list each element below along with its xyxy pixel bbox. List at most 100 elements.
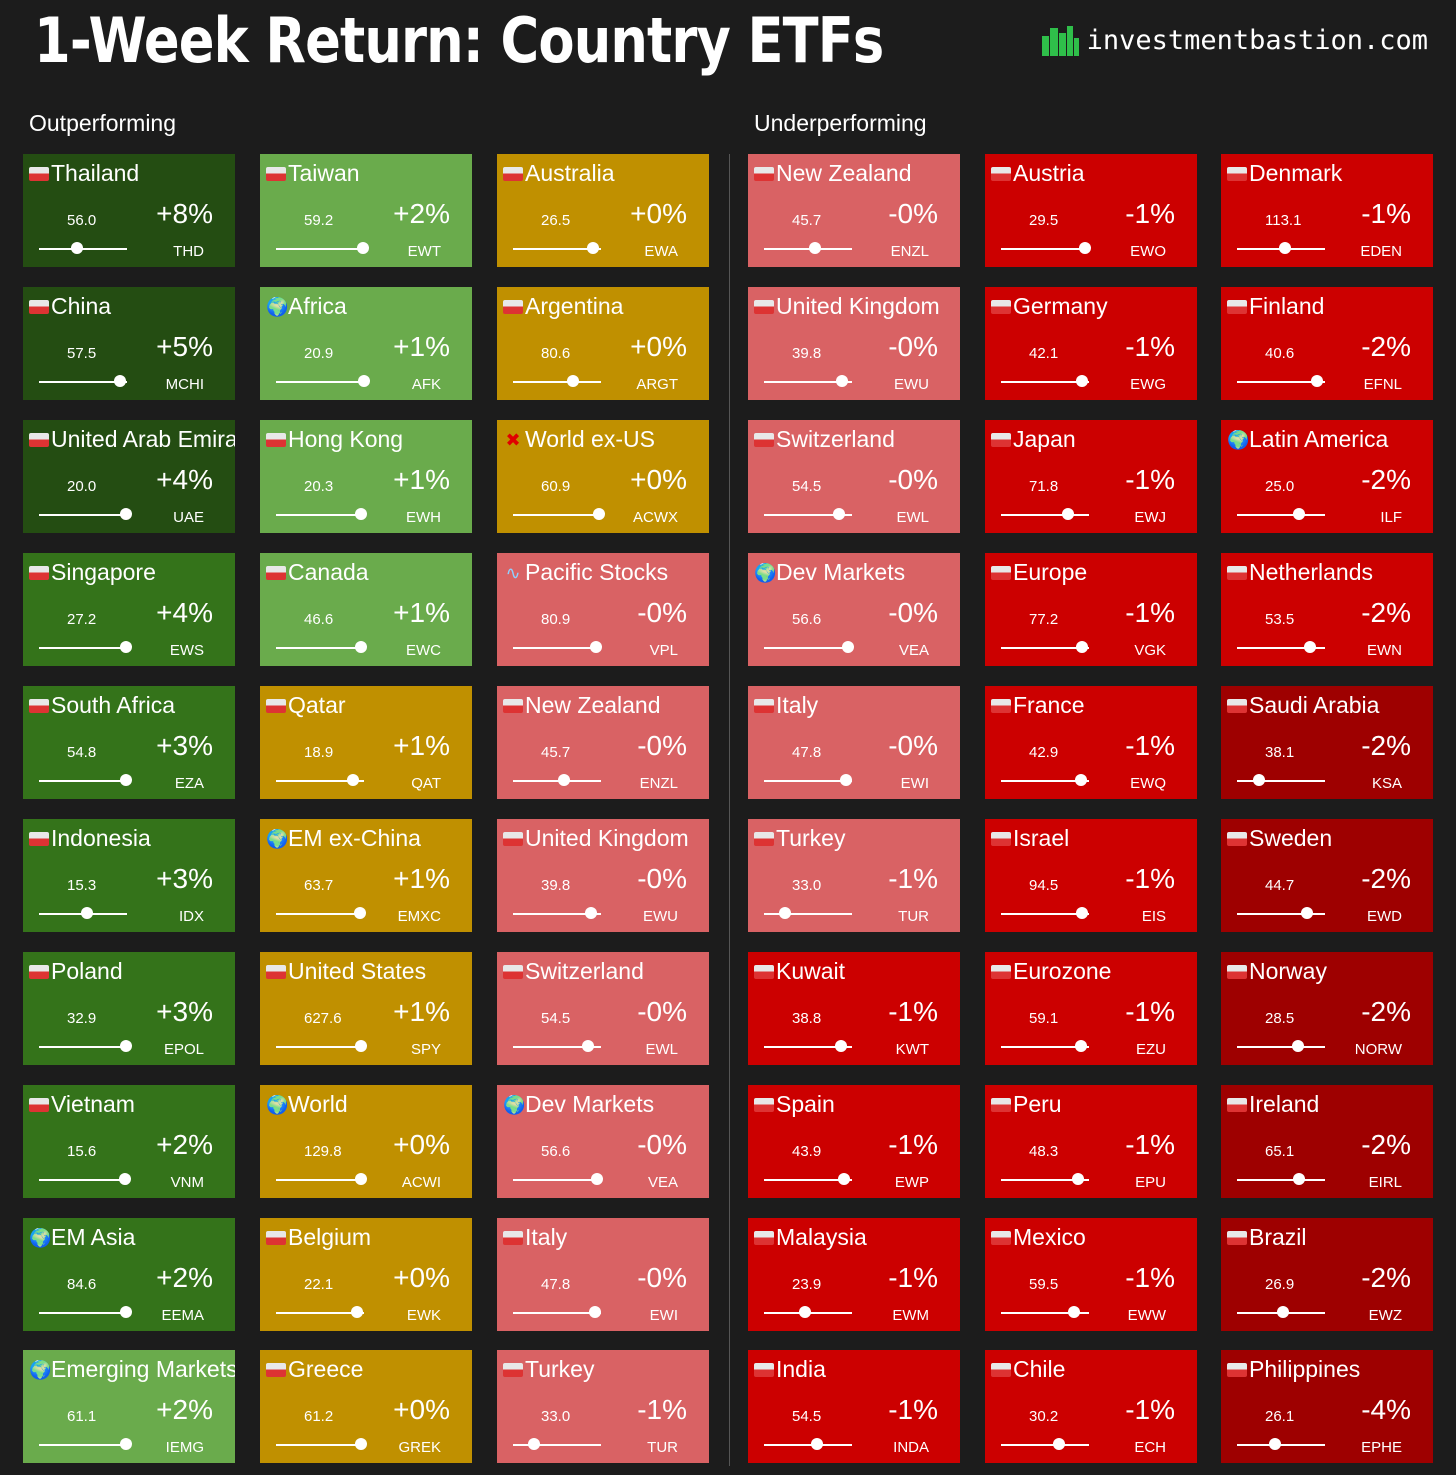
etf-name: Poland bbox=[29, 958, 123, 985]
etf-tile[interactable]: China 57.5 +5% MCHI bbox=[23, 287, 235, 400]
etf-return: +1% bbox=[393, 464, 450, 495]
range-slider-track bbox=[276, 913, 364, 915]
etf-tile[interactable]: Switzerland 54.5 -0% EWL bbox=[497, 952, 709, 1065]
etf-tile[interactable]: Sweden 44.7 -2% EWD bbox=[1221, 819, 1433, 932]
etf-tile[interactable]: Austria 29.5 -1% EWO bbox=[985, 154, 1197, 267]
etf-name: Belgium bbox=[266, 1224, 371, 1251]
etf-tile[interactable]: 🌍 EM ex-China 63.7 +1% EMXC bbox=[260, 819, 472, 932]
etf-tile[interactable]: Thailand 56.0 +8% THD bbox=[23, 154, 235, 267]
range-slider-track bbox=[1001, 248, 1089, 250]
flag-uae-icon bbox=[29, 432, 49, 447]
etf-tile[interactable]: South Africa 54.8 +3% EZA bbox=[23, 686, 235, 799]
etf-tile[interactable]: Netherlands 53.5 -2% EWN bbox=[1221, 553, 1433, 666]
etf-tile[interactable]: Chile 30.2 -1% ECH bbox=[985, 1350, 1197, 1463]
etf-tile[interactable]: New Zealand 45.7 -0% ENZL bbox=[497, 686, 709, 799]
etf-tile[interactable]: Ireland 65.1 -2% EIRL bbox=[1221, 1085, 1433, 1198]
etf-tile[interactable]: Singapore 27.2 +4% EWS bbox=[23, 553, 235, 666]
etf-tile[interactable]: Mexico 59.5 -1% EWW bbox=[985, 1218, 1197, 1331]
range-slider-knob bbox=[593, 508, 606, 520]
etf-tile[interactable]: Turkey 33.0 -1% TUR bbox=[497, 1350, 709, 1463]
etf-tile[interactable]: 🌍 Emerging Markets 61.1 +2% IEMG bbox=[23, 1350, 235, 1463]
etf-name-label: France bbox=[1013, 692, 1085, 718]
etf-tile[interactable]: Turkey 33.0 -1% TUR bbox=[748, 819, 960, 932]
etf-ticker: EPOL bbox=[163, 1041, 204, 1058]
flag-netherlands-icon bbox=[1227, 565, 1247, 580]
etf-name-label: Thailand bbox=[51, 160, 140, 186]
etf-tile[interactable]: France 42.9 -1% EWQ bbox=[985, 686, 1197, 799]
etf-tile[interactable]: India 54.5 -1% INDA bbox=[748, 1350, 960, 1463]
range-slider-knob bbox=[1061, 508, 1074, 520]
etf-return: -1% bbox=[888, 863, 938, 894]
etf-tile[interactable]: Australia 26.5 +0% EWA bbox=[497, 154, 709, 267]
etf-tile[interactable]: 🌍 Dev Markets 56.6 -0% VEA bbox=[497, 1085, 709, 1198]
flag-saudi-arabia-icon bbox=[1227, 698, 1247, 713]
etf-name-label: Poland bbox=[51, 958, 123, 984]
etf-name-label: Mexico bbox=[1013, 1224, 1086, 1250]
etf-tile[interactable]: Denmark 113.1 -1% EDEN bbox=[1221, 154, 1433, 267]
etf-price: 44.7 bbox=[1265, 877, 1295, 894]
etf-name-label: Spain bbox=[776, 1091, 835, 1117]
brand[interactable]: investmentbastion.com bbox=[1041, 24, 1428, 56]
etf-tile[interactable]: Hong Kong 20.3 +1% EWH bbox=[260, 420, 472, 533]
etf-tile[interactable]: United Kingdom 39.8 -0% EWU bbox=[748, 287, 960, 400]
brand-text: investmentbastion.com bbox=[1086, 24, 1428, 56]
etf-tile[interactable]: Saudi Arabia 38.1 -2% KSA bbox=[1221, 686, 1433, 799]
etf-tile[interactable]: United Kingdom 39.8 -0% EWU bbox=[497, 819, 709, 932]
etf-price: 46.6 bbox=[304, 611, 334, 628]
range-slider-track bbox=[1237, 514, 1325, 516]
etf-tile[interactable]: Vietnam 15.6 +2% VNM bbox=[23, 1085, 235, 1198]
etf-tile[interactable]: ∿ Pacific Stocks 80.9 -0% VPL bbox=[497, 553, 709, 666]
etf-tile[interactable]: Argentina 80.6 +0% ARGT bbox=[497, 287, 709, 400]
etf-tile[interactable]: Philippines 26.1 -4% EPHE bbox=[1221, 1350, 1433, 1463]
range-slider-knob bbox=[80, 907, 93, 919]
etf-tile[interactable]: Taiwan 59.2 +2% EWT bbox=[260, 154, 472, 267]
etf-tile[interactable]: Indonesia 15.3 +3% IDX bbox=[23, 819, 235, 932]
etf-price: 39.8 bbox=[541, 877, 571, 894]
etf-tile[interactable]: Italy 47.8 -0% EWI bbox=[497, 1218, 709, 1331]
etf-tile[interactable]: 🌍 World 129.8 +0% ACWI bbox=[260, 1085, 472, 1198]
etf-ticker: ACWX bbox=[633, 509, 678, 526]
etf-tile[interactable]: Switzerland 54.5 -0% EWL bbox=[748, 420, 960, 533]
etf-tile[interactable]: Belgium 22.1 +0% EWK bbox=[260, 1218, 472, 1331]
etf-tile[interactable]: 🌍 Latin America 25.0 -2% ILF bbox=[1221, 420, 1433, 533]
etf-tile[interactable]: ✖ World ex-US 60.9 +0% ACWX bbox=[497, 420, 709, 533]
etf-ticker: EMXC bbox=[397, 908, 441, 925]
etf-tile[interactable]: Spain 43.9 -1% EWP bbox=[748, 1085, 960, 1198]
etf-ticker: ENZL bbox=[890, 243, 929, 260]
etf-tile[interactable]: Norway 28.5 -2% NORW bbox=[1221, 952, 1433, 1065]
etf-tile[interactable]: New Zealand 45.7 -0% ENZL bbox=[748, 154, 960, 267]
etf-tile[interactable]: Peru 48.3 -1% EPU bbox=[985, 1085, 1197, 1198]
etf-name: Germany bbox=[991, 293, 1108, 320]
range-slider-track bbox=[513, 1046, 601, 1048]
etf-tile[interactable]: Eurozone 59.1 -1% EZU bbox=[985, 952, 1197, 1065]
etf-name: Saudi Arabia bbox=[1227, 692, 1379, 719]
etf-tile[interactable]: Europe 77.2 -1% VGK bbox=[985, 553, 1197, 666]
range-slider-track bbox=[513, 647, 601, 649]
etf-tile[interactable]: United Arab Emirates 20.0 +4% UAE bbox=[23, 420, 235, 533]
etf-tile[interactable]: Finland 40.6 -2% EFNL bbox=[1221, 287, 1433, 400]
etf-tile[interactable]: Brazil 26.9 -2% EWZ bbox=[1221, 1218, 1433, 1331]
etf-tile[interactable]: Poland 32.9 +3% EPOL bbox=[23, 952, 235, 1065]
etf-tile[interactable]: Germany 42.1 -1% EWG bbox=[985, 287, 1197, 400]
etf-tile[interactable]: 🌍 Dev Markets 56.6 -0% VEA bbox=[748, 553, 960, 666]
range-slider-track bbox=[1001, 514, 1089, 516]
etf-tile[interactable]: Greece 61.2 +0% GREK bbox=[260, 1350, 472, 1463]
etf-tile[interactable]: Malaysia 23.9 -1% EWM bbox=[748, 1218, 960, 1331]
etf-name-label: United Kingdom bbox=[776, 293, 940, 319]
city-skyline-icon bbox=[1041, 26, 1079, 56]
etf-price: 33.0 bbox=[792, 877, 822, 894]
etf-tile[interactable]: 🌍 EM Asia 84.6 +2% EEMA bbox=[23, 1218, 235, 1331]
etf-tile[interactable]: Italy 47.8 -0% EWI bbox=[748, 686, 960, 799]
etf-tile[interactable]: United States 627.6 +1% SPY bbox=[260, 952, 472, 1065]
etf-tile[interactable]: 🌍 Africa 20.9 +1% AFK bbox=[260, 287, 472, 400]
flag-turkey-icon bbox=[503, 1362, 523, 1377]
etf-name: Israel bbox=[991, 825, 1069, 852]
etf-name: Indonesia bbox=[29, 825, 151, 852]
etf-tile[interactable]: Qatar 18.9 +1% QAT bbox=[260, 686, 472, 799]
etf-tile[interactable]: Kuwait 38.8 -1% KWT bbox=[748, 952, 960, 1065]
range-slider-track bbox=[39, 381, 127, 383]
etf-tile[interactable]: Canada 46.6 +1% EWC bbox=[260, 553, 472, 666]
etf-tile[interactable]: Japan 71.8 -1% EWJ bbox=[985, 420, 1197, 533]
etf-tile[interactable]: Israel 94.5 -1% EIS bbox=[985, 819, 1197, 932]
etf-ticker: SPY bbox=[410, 1041, 441, 1058]
